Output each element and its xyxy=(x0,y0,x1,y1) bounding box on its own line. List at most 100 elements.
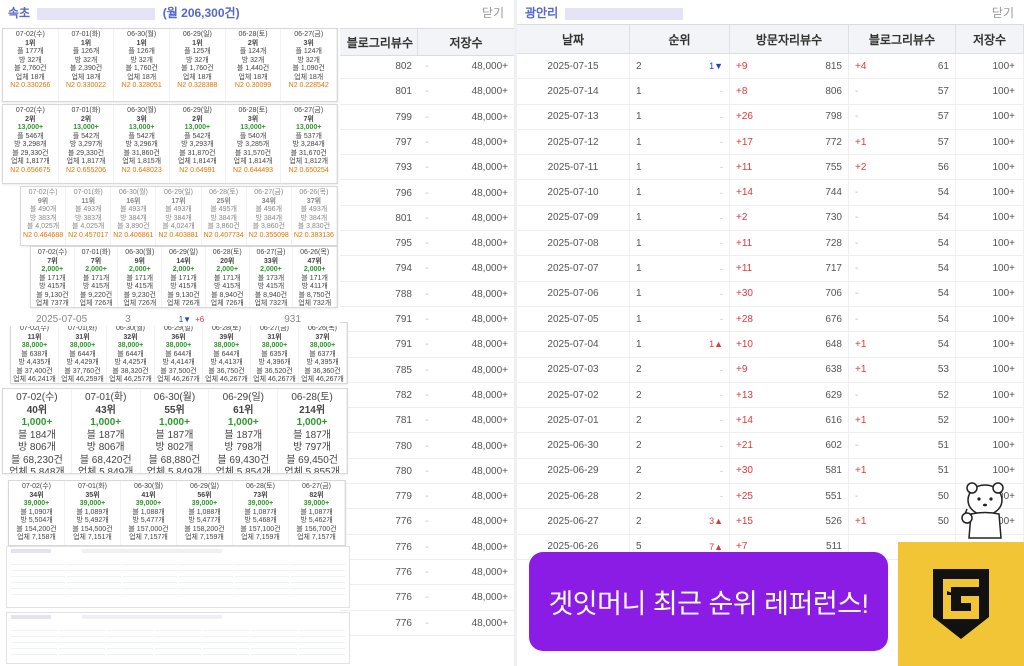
cell-rank: 2- xyxy=(630,408,730,433)
cell-saves: 100+ xyxy=(956,433,1024,458)
cell-saves: 100+ xyxy=(956,306,1024,332)
cell-date: 2025-07-02 xyxy=(517,382,630,408)
mini-rank-card-1 xyxy=(6,546,350,608)
cell-blog-reviews: +2 56 xyxy=(849,155,956,180)
cell-saves: 100+ xyxy=(956,180,1024,205)
cell-blog-reviews: 780 xyxy=(395,465,412,477)
cell-saves: 48,000+ xyxy=(471,288,508,300)
cell-saves: 48,000+ xyxy=(471,617,508,629)
cell-date: 2025-06-30 xyxy=(517,433,630,458)
cell-blog-reviews: 791 xyxy=(395,339,412,351)
cell-visitor-reviews: +9 638 xyxy=(730,357,849,382)
redacted-place-name xyxy=(565,7,684,20)
peek-table-row: 2025-07-05 3 1▼ +6 931 xyxy=(0,312,340,326)
cell-rank: 1- xyxy=(630,205,730,231)
rank-history-cell: 06-27(금) 82위 39,000+ 블 1,087개 방 5,462개 블 156,… xyxy=(289,481,345,545)
cell-saves: 48,000+ xyxy=(471,592,508,604)
cell-rank: 2 3▲ xyxy=(630,509,730,534)
cell-visitor-reviews: +14 616 xyxy=(730,408,849,433)
rank-history-cell: 07-02(수) 11위 38,000+ 블 638개 방 4,435개 블 37,400… xyxy=(11,323,59,383)
rank-change: - xyxy=(720,415,723,426)
right-close-button[interactable]: 닫기 xyxy=(991,6,1014,20)
table-row: 2025-07-02 2- +13 629-52 100+ xyxy=(517,382,1024,409)
rank-history-cell: 07-02(수) 40위 1,000+ 블 184개 방 806개 블 68,230건 업체… xyxy=(3,389,72,473)
rank-history-cell: 06-29(일) 1위 플 125개 방 32개 블 1,760건 업체 18개 N2 0.… xyxy=(170,29,226,101)
table-row: 2025-07-07 1- +11 717-54 100+ xyxy=(517,256,1024,282)
mini-card-header-2 xyxy=(7,613,349,623)
cell-rank: 1- xyxy=(630,79,730,104)
rank-change: 7▲ xyxy=(709,541,723,552)
cell-blog-reviews: 780 xyxy=(395,440,412,452)
cell-saves: 48,000+ xyxy=(471,111,508,123)
cell-date: 2025-07-15 xyxy=(517,54,630,79)
cell-date: 2025-07-08 xyxy=(517,231,630,256)
cell-saves: 48,000+ xyxy=(471,86,508,98)
rank-history-cell: 06-27(금) 34위 블 496개 방 384개 블 3,860건 N2 0.3550… xyxy=(247,187,292,245)
cell-saves: 48,000+ xyxy=(471,465,508,477)
table-row: 781-48,000+ xyxy=(340,408,514,434)
cell-blog-reviews: 785 xyxy=(395,364,412,376)
cell-saves: 48,000+ xyxy=(471,339,508,351)
rank-history-cell: 06-27(금) 7위 13,000+ 플 537개 방 3,284개 블 31,670건… xyxy=(281,105,338,183)
cell-date: 2025-07-05 xyxy=(517,306,630,332)
promo-banner[interactable]: 겟잇머니 최근 순위 레퍼런스! xyxy=(529,552,888,651)
rank-history-cell: 07-01(화) 43위 1,000+ 블 187개 방 806개 블 68,420건 업체… xyxy=(72,389,141,473)
cell-saves: 48,000+ xyxy=(471,541,508,553)
cell-blog-reviews: 793 xyxy=(395,162,412,174)
cell-visitor-reviews: +30 581 xyxy=(730,458,849,484)
rank-change: - xyxy=(720,263,723,274)
cell-visitor-reviews: +28 676 xyxy=(730,306,849,332)
rank-history-cell: 06-30(월) 16위 블 493개 방 384개 블 3,890건 N2 0.4068… xyxy=(111,187,157,245)
cell-saves: 100+ xyxy=(956,357,1024,382)
cell-blog-reviews: -50 xyxy=(849,484,956,509)
table-row: 2025-07-15 2 1▼ +9 815 +4 61 100+ xyxy=(517,54,1024,80)
cell-visitor-reviews: +9 815 xyxy=(730,54,849,79)
cell-saves: 48,000+ xyxy=(471,263,508,275)
cell-date: 2025-07-10 xyxy=(517,180,630,205)
rank-history-cell: 06-29(일) 14위 2,000+ 블 171개 방 415개 블 9,130건 업체 … xyxy=(162,247,206,307)
cell-rank: 1- xyxy=(630,231,730,256)
rank-history-cell: 06-28(토) 25위 블 495개 방 384개 블 3,860건 N2 0.4077… xyxy=(202,187,247,245)
cell-date: 2025-06-29 xyxy=(517,458,630,484)
table-row: 791-48,000+ xyxy=(340,332,514,358)
cell-date: 2025-06-26 xyxy=(517,534,630,559)
rank-history-cell: 07-01(화) 2위 13,000+ 플 542개 방 3,297개 블 29,330건… xyxy=(59,105,115,183)
table-row: 2025-06-29 2- +30 581 +1 51 100+ xyxy=(517,458,1024,485)
cell-visitor-reviews: +13 629 xyxy=(730,382,849,408)
rank-history-cell: 06-29(일) 2위 13,000+ 플 542개 방 3,293개 블 31,870건… xyxy=(170,105,226,183)
rank-history-cell: 06-28(토) 39위 38,000+ 블 644개 방 4,413개 블 36,750… xyxy=(203,323,251,383)
cell-date: 2025-07-12 xyxy=(517,129,630,155)
cell-blog-reviews: -51 xyxy=(849,433,956,458)
right-table-body: 2025-07-15 2 1▼ +9 815 +4 61 100+ 2025-07-14 1- +8… xyxy=(517,54,1024,560)
cell-rank: 2- xyxy=(630,458,730,484)
left-panel-title: 속초 (월 206,300건) 닫기 xyxy=(0,0,514,24)
rank-change: - xyxy=(720,491,723,502)
cell-date: 2025-06-27 xyxy=(517,509,630,534)
rank-change: - xyxy=(720,238,723,249)
cell-rank: 1 1▲ xyxy=(630,332,730,357)
cell-rank: 2- xyxy=(630,357,730,382)
rank-change: - xyxy=(720,137,723,148)
cell-saves: 48,000+ xyxy=(471,162,508,174)
mini-card-cells xyxy=(7,557,349,599)
cell-blog-reviews: -54 xyxy=(849,306,956,332)
cell-blog-reviews: 776 xyxy=(395,617,412,629)
table-row: 776-48,000+ xyxy=(340,509,514,535)
cell-blog-reviews: 788 xyxy=(395,288,412,300)
table-row: 776-48,000+ xyxy=(340,560,514,586)
cell-rank: 2- xyxy=(630,433,730,458)
cell-blog-reviews: -54 xyxy=(849,256,956,281)
table-row: 785-48,000+ xyxy=(340,358,514,383)
cell-blog-reviews: -54 xyxy=(849,231,956,256)
cell-blog-reviews: +1 57 xyxy=(849,129,956,155)
rank-history-card: 07-02(수) 9위 블 490개 방 383개 블 4,025개 N2 0.46468… xyxy=(20,186,338,246)
left-rank-panel: 속초 (월 206,300건) 닫기 블로그리뷰수 저장수 802-48,000… xyxy=(0,0,514,666)
table-row: 2025-06-28 2- +25 551-50 100+ xyxy=(517,484,1024,510)
cell-visitor-reviews: +26 798 xyxy=(730,104,849,129)
rank-history-cell: 06-30(월) 1위 플 126개 방 32개 블 1,760건 업체 18개 N2 0.… xyxy=(114,29,171,101)
table-row: 788-48,000+ xyxy=(340,282,514,307)
cell-blog-reviews: +1 53 xyxy=(849,357,956,382)
table-row: 2025-06-30 2- +21 602-51 100+ xyxy=(517,433,1024,459)
rank-history-cell: 06-28(토) 214위 1,000+ 블 187개 방 797개 블 69,450건 업… xyxy=(278,389,347,473)
left-close-button[interactable]: 닫기 xyxy=(481,6,504,20)
